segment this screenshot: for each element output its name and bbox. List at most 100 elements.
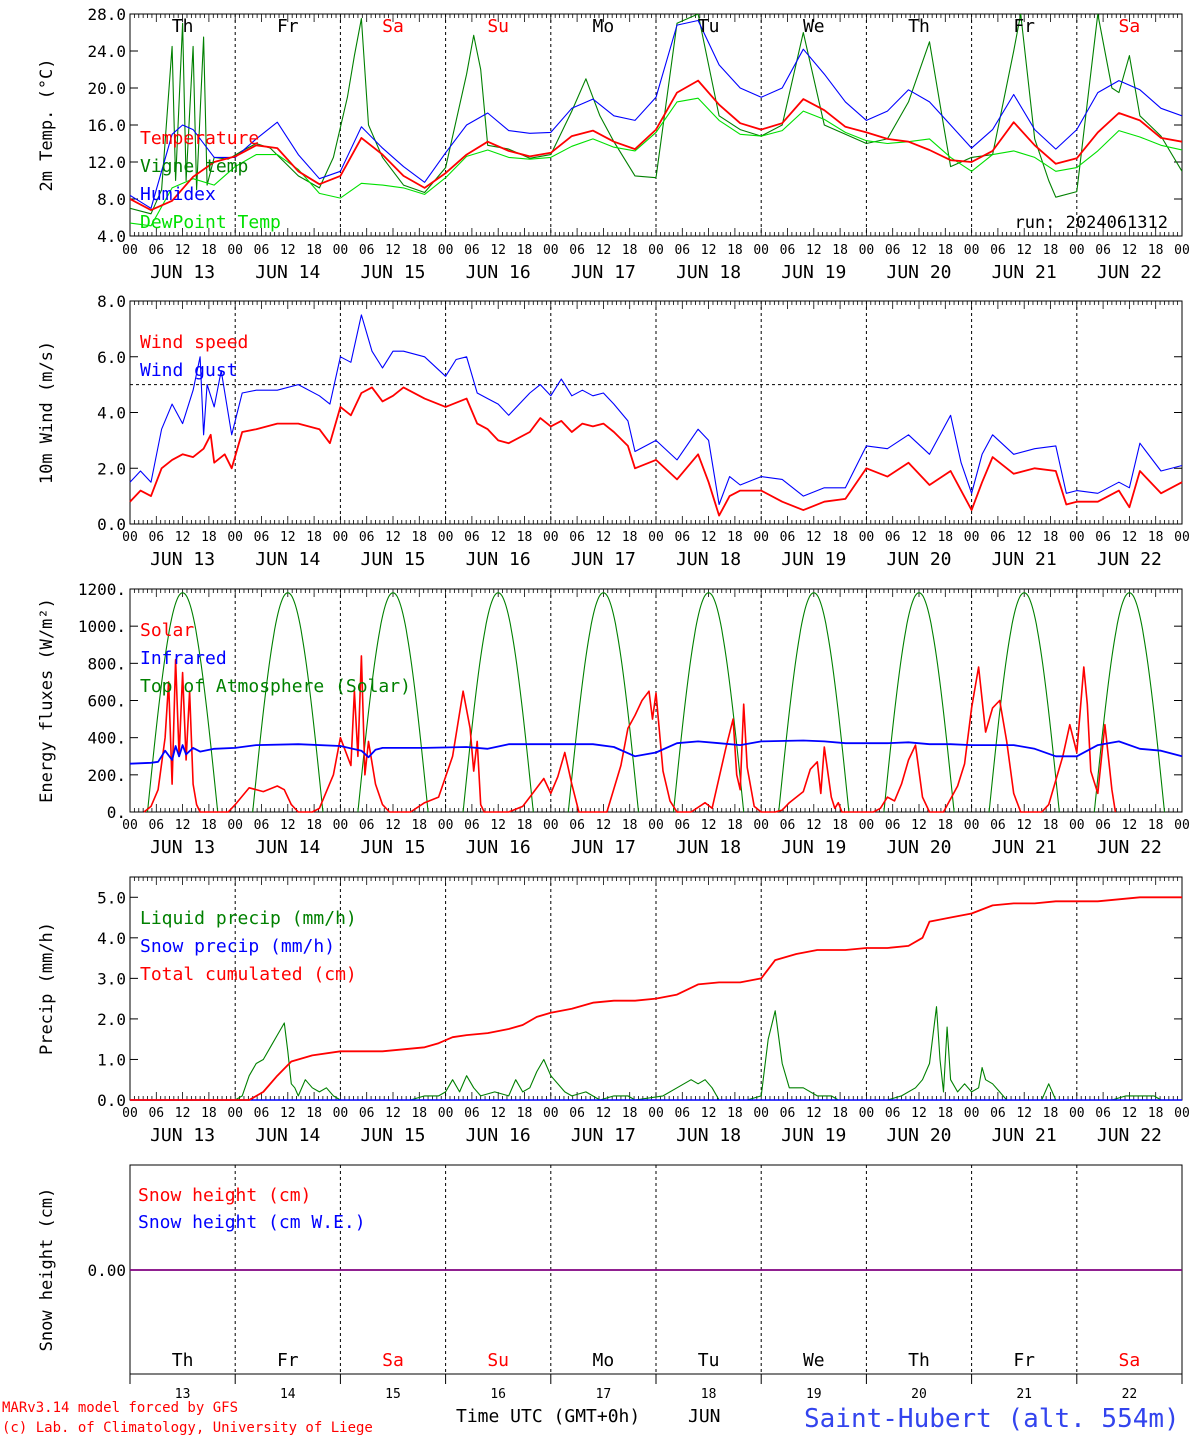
hour-tick-label: 12 [911, 530, 927, 545]
date-label: JUN 20 [886, 1125, 951, 1146]
hour-tick-label: 18 [832, 243, 848, 258]
date-label: JUN 20 [886, 549, 951, 570]
date-label: JUN 13 [150, 549, 215, 570]
hour-tick-label: 12 [1122, 243, 1138, 258]
y-tick-label: 1.0 [97, 1050, 126, 1069]
weekday-label: Mo [593, 1350, 615, 1371]
hour-tick-label: 18 [1043, 243, 1059, 258]
hour-tick-label: 18 [832, 818, 848, 833]
hour-tick-label: 18 [517, 1106, 533, 1121]
day-number-label: 13 [175, 1387, 191, 1402]
hour-tick-label: 06 [359, 1106, 375, 1121]
panel-5: 0.00 Snow height (cm) Snow height (cm) Snow… [37, 1164, 1183, 1402]
legend-entry: Snow height (cm) [138, 1185, 311, 1206]
hour-tick-label: 12 [911, 243, 927, 258]
weekday-label: Sa [382, 1350, 404, 1371]
station-label: Saint-Hubert (alt. 554m) [804, 1404, 1180, 1434]
hour-tick-label: 06 [674, 818, 690, 833]
hour-tick-label: 00 [1174, 818, 1190, 833]
legend-entry: Top of Atmosphere (Solar) [140, 676, 411, 697]
hour-tick-label: 00 [1174, 1106, 1190, 1121]
hour-tick-label: 00 [753, 530, 769, 545]
hour-tick-label: 12 [806, 818, 822, 833]
hour-tick-label: 06 [254, 530, 270, 545]
hour-tick-label: 18 [832, 1106, 848, 1121]
hour-tick-label: 00 [122, 530, 138, 545]
hour-tick-label: 18 [306, 530, 322, 545]
hour-tick-label: 18 [306, 1106, 322, 1121]
hour-tick-label: 18 [411, 530, 427, 545]
weekday-label: Fr [277, 16, 299, 37]
hour-tick-label: 06 [464, 818, 480, 833]
y-axis-label: Snow height (cm) [37, 1188, 57, 1352]
hour-tick-label: 12 [385, 530, 401, 545]
hour-tick-label: 06 [885, 243, 901, 258]
weekday-label: We [803, 16, 825, 37]
series-dewpoint [130, 97, 1182, 227]
y-tick-label: 600. [87, 692, 126, 711]
date-label: JUN 17 [571, 549, 636, 570]
y-axis-label: 10m Wind (m/s) [37, 341, 57, 484]
hour-tick-label: 12 [175, 818, 191, 833]
hour-tick-label: 18 [201, 818, 217, 833]
weekday-label: Sa [1119, 16, 1141, 37]
hour-tick-label: 12 [490, 530, 506, 545]
hour-tick-label: 06 [569, 530, 585, 545]
date-label: JUN 16 [466, 262, 531, 283]
hour-tick-label: 12 [806, 1106, 822, 1121]
date-label: JUN 22 [1097, 262, 1162, 283]
date-label: JUN 18 [676, 1125, 741, 1146]
hour-tick-label: 00 [122, 243, 138, 258]
date-label: JUN 22 [1097, 837, 1162, 858]
date-label: JUN 13 [150, 262, 215, 283]
hour-tick-label: 06 [674, 243, 690, 258]
date-label: JUN 18 [676, 262, 741, 283]
hour-tick-label: 18 [1148, 1106, 1164, 1121]
hour-tick-label: 00 [964, 243, 980, 258]
hour-tick-label: 12 [701, 818, 717, 833]
y-tick-label: 1200. [78, 580, 126, 599]
hour-tick-label: 00 [333, 1106, 349, 1121]
hour-tick-label: 00 [964, 530, 980, 545]
y-tick-label: 800. [87, 654, 126, 673]
date-label: JUN 14 [255, 549, 320, 570]
hour-tick-label: 12 [806, 530, 822, 545]
series-total-cumulated [130, 896, 1182, 1101]
weekday-label: Fr [277, 1350, 299, 1371]
hour-tick-label: 00 [1069, 243, 1085, 258]
hour-tick-label: 00 [227, 243, 243, 258]
hour-tick-label: 00 [1174, 243, 1190, 258]
date-label: JUN 22 [1097, 1125, 1162, 1146]
series-toa-solar [146, 592, 1166, 813]
hour-tick-label: 06 [359, 243, 375, 258]
date-label: JUN 20 [886, 262, 951, 283]
day-number-label: 20 [911, 1387, 927, 1402]
weekday-label: Sa [1119, 1350, 1141, 1371]
series-wind-speed [129, 386, 1183, 517]
date-label: JUN 18 [676, 549, 741, 570]
hour-tick-label: 18 [1148, 243, 1164, 258]
panel-2: 00 06 12 18 00 06 12 18 00 06 12 18 00 06 12 18 00 06 12 18… [37, 292, 1190, 570]
hour-tick-label: 18 [937, 1106, 953, 1121]
hour-tick-label: 00 [1069, 1106, 1085, 1121]
hour-tick-label: 12 [701, 1106, 717, 1121]
legend-entry: Snow precip (mm/h) [140, 936, 335, 957]
y-axis-label: Precip (mm/h) [37, 922, 57, 1055]
hour-tick-label: 06 [1095, 818, 1111, 833]
hour-tick-label: 12 [1122, 818, 1138, 833]
hour-tick-label: 00 [227, 1106, 243, 1121]
hour-tick-label: 06 [254, 818, 270, 833]
series-humidex [130, 19, 1182, 209]
y-tick-label: 0.00 [87, 1261, 126, 1280]
hour-tick-label: 06 [885, 818, 901, 833]
hour-tick-label: 12 [701, 530, 717, 545]
series-solar [143, 655, 1117, 813]
weekday-label: Th [908, 1350, 930, 1371]
y-tick-label: 1000. [78, 617, 126, 636]
weekday-label: Tu [698, 16, 720, 37]
legend-entry: Solar [140, 620, 194, 641]
series-liquid-precip [130, 1006, 1182, 1101]
hour-tick-label: 00 [438, 818, 454, 833]
date-label: JUN 15 [360, 837, 425, 858]
hour-tick-label: 18 [517, 243, 533, 258]
